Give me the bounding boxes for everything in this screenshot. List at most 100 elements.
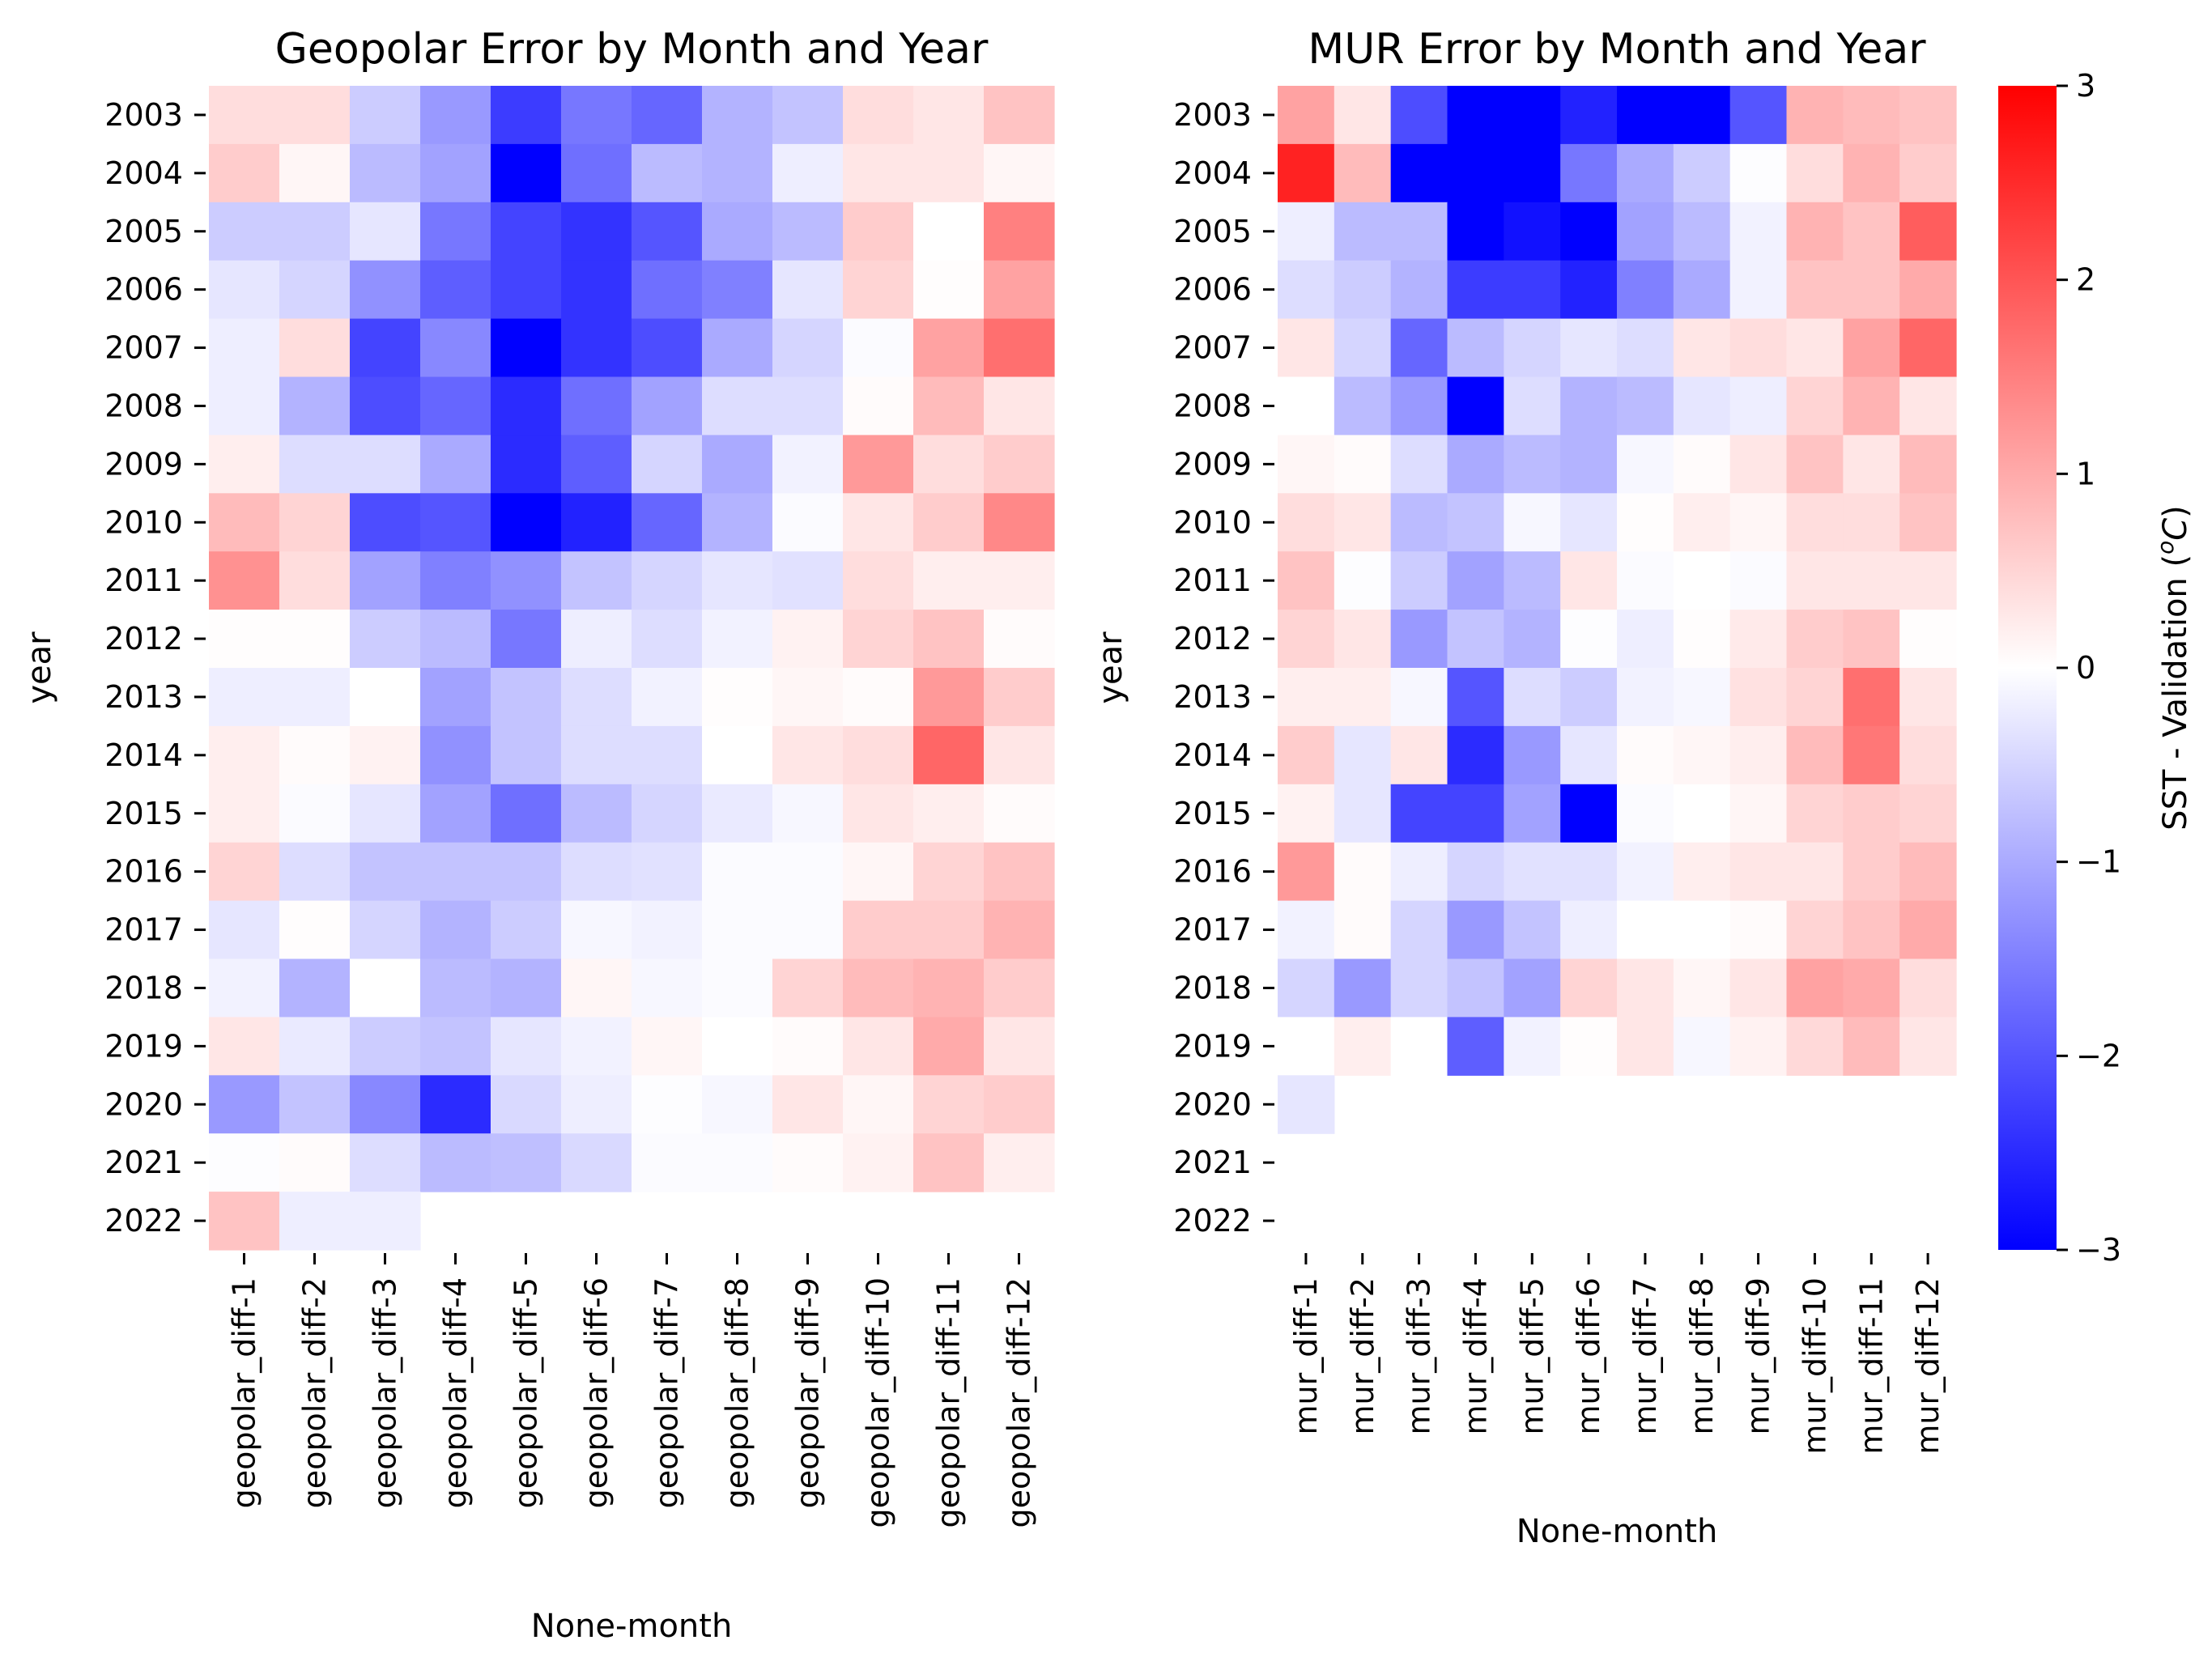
heatmap-cell: [279, 1192, 351, 1251]
heatmap-cell: [1334, 668, 1392, 727]
heatmap-cell: [1560, 202, 1618, 261]
heatmap-cell: [1447, 900, 1504, 960]
heatmap-cell: [1390, 958, 1448, 1018]
colorbar-tick-label: 0: [2076, 650, 2095, 686]
heatmap-cell: [1843, 202, 1900, 261]
heatmap-cell: [279, 1133, 351, 1192]
heatmap-cell: [1560, 610, 1618, 669]
heatmap-cell: [702, 668, 773, 727]
heatmap-cell: [1617, 784, 1674, 843]
heatmap-cell: [913, 725, 985, 785]
heatmap-cell: [1447, 493, 1504, 552]
y-tick-label: 2017: [1173, 912, 1252, 948]
heatmap-cell: [1843, 1017, 1900, 1076]
heatmap-cell: [1673, 725, 1731, 785]
x-tick-label: mur_diff-9: [1741, 1277, 1776, 1434]
heatmap-cell: [1504, 435, 1561, 494]
y-tick-label: 2019: [1173, 1028, 1252, 1064]
heatmap-cell: [420, 318, 491, 378]
colorbar-tick-label: 2: [2076, 262, 2095, 298]
heatmap-cell: [1617, 143, 1674, 203]
heatmap-cell: [843, 260, 914, 320]
heatmap-cell: [772, 958, 844, 1018]
heatmap-cell: [561, 202, 632, 261]
heatmap-cell: [350, 551, 421, 610]
colorbar-label-degree: o: [2152, 541, 2179, 555]
heatmap-cell: [1447, 318, 1504, 378]
heatmap-cell: [913, 842, 985, 902]
x-tick-label: mur_diff-3: [1402, 1277, 1437, 1434]
heatmap-cell: [561, 1133, 632, 1192]
heatmap-cell: [1278, 143, 1335, 203]
y-tick-label: 2016: [104, 854, 183, 890]
heatmap-cell: [843, 668, 914, 727]
heatmap-cell: [491, 260, 562, 320]
heatmap-cell: [420, 668, 491, 727]
heatmap-cell: [350, 86, 421, 145]
heatmap-cell: [209, 842, 280, 902]
heatmap-cell: [1390, 493, 1448, 552]
heatmap-cell: [632, 1017, 703, 1076]
heatmap-cell: [420, 610, 491, 669]
heatmap-cell: [1334, 376, 1392, 436]
heatmap-cell: [1334, 900, 1392, 960]
y-axis-label: year: [1092, 631, 1129, 704]
heatmap-cell: [913, 143, 985, 203]
heatmap-cell: [1560, 958, 1618, 1018]
y-tick-label: 2018: [104, 970, 183, 1005]
heatmap-cell: [1390, 1017, 1448, 1076]
y-tick-label: 2019: [104, 1028, 183, 1064]
heatmap-cell: [1673, 435, 1731, 494]
y-tick-label: 2007: [1173, 330, 1252, 366]
heatmap-cell: [1673, 318, 1731, 378]
heatmap-cell: [350, 143, 421, 203]
heatmap-cell: [1673, 202, 1731, 261]
heatmap-cell: [209, 493, 280, 552]
heatmap-cell: [1278, 784, 1335, 843]
heatmap-cell: [1504, 842, 1561, 902]
heatmap-cell: [1560, 143, 1618, 203]
heatmap-cell: [1278, 551, 1335, 610]
heatmap-cell: [1843, 260, 1900, 320]
heatmap-cell: [279, 143, 351, 203]
heatmap-cell: [420, 725, 491, 785]
heatmap-cell: [772, 610, 844, 669]
y-tick-label: 2010: [1173, 504, 1252, 540]
heatmap-cell: [350, 725, 421, 785]
heatmap-cell: [209, 1075, 280, 1134]
heatmap-cell: [1334, 143, 1392, 203]
heatmap-cell: [561, 842, 632, 902]
heatmap-cell: [1447, 551, 1504, 610]
heatmap-cell: [1786, 376, 1844, 436]
heatmap-cell: [1673, 610, 1731, 669]
heatmap-cell: [1447, 143, 1504, 203]
heatmap-cell: [350, 1133, 421, 1192]
heatmap-cell: [1673, 668, 1731, 727]
heatmap-cell: [1504, 725, 1561, 785]
heatmap-cell: [1617, 318, 1674, 378]
heatmap-cell: [1390, 842, 1448, 902]
heatmap-cell: [1504, 318, 1561, 378]
heatmap-cell: [1729, 376, 1788, 436]
heatmap-cell: [1673, 86, 1731, 145]
heatmap-cell: [913, 1017, 985, 1076]
heatmap-cell: [913, 260, 985, 320]
colorbar-tick-label: −2: [2076, 1038, 2121, 1073]
heatmap-cell: [1504, 1017, 1561, 1076]
heatmap-cell: [209, 1017, 280, 1076]
y-tick-label: 2005: [104, 214, 183, 249]
heatmap-cell: [1786, 668, 1844, 727]
heatmap-cell: [350, 1192, 421, 1251]
y-tick-label: 2020: [1173, 1086, 1252, 1122]
heatmap-cell: [350, 842, 421, 902]
heatmap-cell: [279, 86, 351, 145]
heatmap-cell: [1729, 900, 1788, 960]
colorbar-label-unit: C: [2157, 518, 2194, 541]
heatmap-cell: [1447, 86, 1504, 145]
heatmap-cell: [1673, 784, 1731, 843]
heatmap-cell: [1843, 784, 1900, 843]
heatmap-cell: [209, 551, 280, 610]
heatmap-cell: [209, 260, 280, 320]
x-tick-label: geopolar_diff-4: [438, 1277, 474, 1508]
heatmap-cell: [1673, 143, 1731, 203]
